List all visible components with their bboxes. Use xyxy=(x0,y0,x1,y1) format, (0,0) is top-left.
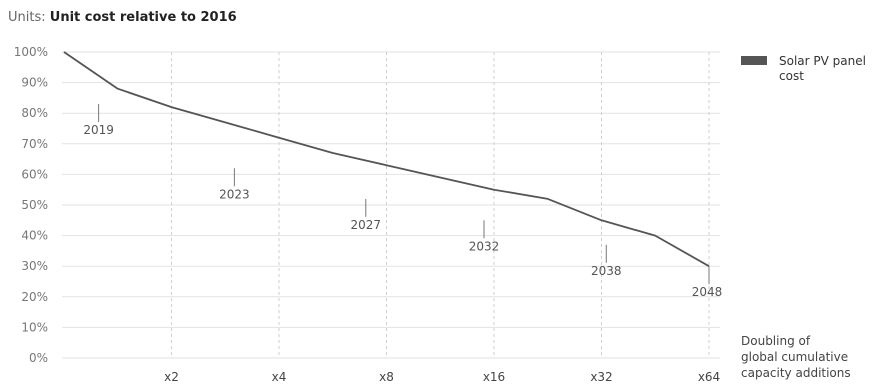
annotation-label: 2048 xyxy=(692,285,723,299)
units-value: Unit cost relative to 2016 xyxy=(49,10,237,25)
y-tick-label: 50% xyxy=(21,198,48,212)
annotation-label: 2038 xyxy=(591,264,622,278)
x-axis-caption-line: capacity additions xyxy=(741,366,851,380)
legend-label: Solar PV panel cost xyxy=(779,54,866,83)
x-tick-label: x16 xyxy=(483,370,505,384)
units-prefix: Units: xyxy=(8,10,46,25)
x-axis-caption-line: global cumulative xyxy=(741,350,848,364)
series-layer xyxy=(63,51,710,267)
y-tick-label: 10% xyxy=(21,320,48,334)
y-tick-label: 60% xyxy=(21,167,48,181)
annotation-label: 2023 xyxy=(219,187,250,201)
y-tick-label: 80% xyxy=(21,106,48,120)
annotation-layer: 2019 2023 2027 2032 2038 2048 xyxy=(83,104,722,299)
annotation-label: 2019 xyxy=(83,123,114,137)
x-tick-label: x2 xyxy=(164,370,179,384)
x-tick-label: x32 xyxy=(590,370,612,384)
y-tick-label: 20% xyxy=(21,290,48,304)
grid-layer xyxy=(62,51,720,359)
x-axis-caption: Doubling of global cumulative capacity add… xyxy=(741,334,851,380)
legend-label-line: cost xyxy=(779,69,804,83)
legend-swatch xyxy=(741,56,767,65)
y-tick-label: 70% xyxy=(21,137,48,151)
x-tick-label: x8 xyxy=(379,370,394,384)
y-tick-label: 90% xyxy=(21,76,48,90)
x-tick-label: x64 xyxy=(698,370,720,384)
legend-label-line: Solar PV panel xyxy=(779,54,866,68)
y-tick-label: 30% xyxy=(21,259,48,273)
y-tick-label: 40% xyxy=(21,229,48,243)
annotation-label: 2032 xyxy=(469,239,500,253)
x-axis-caption-line: Doubling of xyxy=(741,334,811,348)
units-caption: Units: Unit cost relative to 2016 xyxy=(8,10,237,25)
axis-layer: 0% 10% 20% 30% 40% 50% 60% 70% 80% 90% 100% x2 x4 x8 x… xyxy=(14,45,851,384)
series-line xyxy=(63,51,710,267)
y-tick-label: 0% xyxy=(29,351,48,365)
x-tick-label: x4 xyxy=(272,370,287,384)
annotation-label: 2027 xyxy=(351,218,382,232)
legend-layer: Solar PV panel cost xyxy=(741,54,866,83)
y-tick-label: 100% xyxy=(14,45,48,59)
